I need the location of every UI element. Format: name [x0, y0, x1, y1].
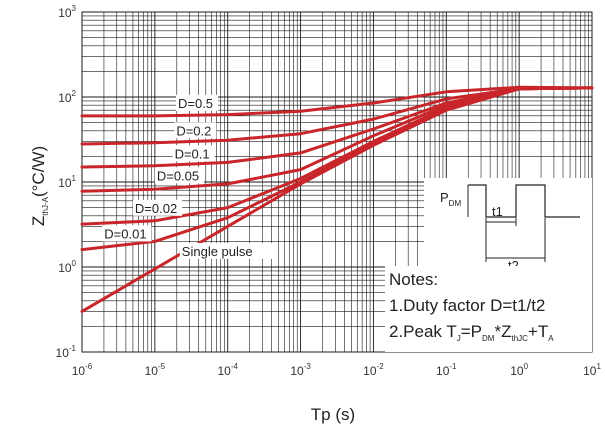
- pulse-waveform: [468, 184, 580, 218]
- y-axis-title: ZthJ-A(°C/W): [29, 146, 50, 226]
- series-label-bg-d-0-02: [132, 199, 183, 216]
- series-label-d-0-02: D=0.02: [135, 201, 177, 216]
- y-tick-label: 100: [58, 259, 76, 275]
- y-tick-label: 103: [58, 4, 76, 20]
- notes-title: Notes:: [389, 270, 438, 289]
- x-tick-label: 10-6: [72, 362, 93, 378]
- x-tick-label: 10-2: [363, 362, 384, 378]
- notes-background: [385, 266, 592, 352]
- series-labels: D=0.5 D=0.2 D=0.1 D=0.05 D=0.02 D=0.01 Single …: [102, 94, 273, 259]
- x-axis-title: Tp (s): [311, 405, 355, 424]
- y-tick-label: 102: [58, 89, 76, 105]
- t2-label: t2: [508, 258, 519, 273]
- series-line-d-0-5: [80, 85, 594, 118]
- series-label-d-0-01: D=0.01: [104, 226, 146, 241]
- series-label-bg-d-0-05: [154, 167, 205, 184]
- notes-line-1: 1.Duty factor D=t1/t2: [389, 296, 545, 315]
- t1-label: t1: [492, 204, 503, 219]
- series-label-bg-d-0-2: [174, 122, 217, 139]
- notes-line-2: 2.Peak TJ=PDM*ZthJC+TA: [389, 322, 554, 343]
- tick-labels: 10-6 10-5 10-4 10-3 10-2 10-1 100 101 10-1 100 101…: [56, 4, 602, 378]
- curves: [80, 85, 594, 313]
- series-label-bg-d-0-1: [172, 145, 215, 162]
- x-tick-label: 10-3: [290, 362, 311, 378]
- notes-box: Notes: 1.Duty factor D=t1/t2 2.Peak TJ=P…: [385, 266, 592, 352]
- series-label-bg-d-0-5: [175, 94, 218, 111]
- series-line-single-pulse: [80, 86, 594, 313]
- series-label-d-0-5: D=0.5: [178, 96, 213, 111]
- x-tick-label: 101: [583, 362, 601, 378]
- series-label-d-0-05: D=0.05: [157, 168, 199, 183]
- series-label-bg-d-0-01: [102, 225, 152, 242]
- y-tick-label: 101: [58, 174, 76, 190]
- series-label-d-0-1: D=0.1: [175, 146, 210, 161]
- x-tick-label: 10-5: [145, 362, 166, 378]
- series-label-d-0-2: D=0.2: [176, 123, 211, 138]
- x-tick-label: 100: [510, 362, 528, 378]
- x-tick-label: 10-4: [217, 362, 238, 378]
- pdm-label: PDM: [440, 190, 461, 208]
- inset-background: [424, 178, 592, 270]
- y-tick-label: 10-1: [56, 344, 77, 360]
- x-tick-label: 10-1: [436, 362, 457, 378]
- series-label-single-pulse: Single pulse: [182, 244, 253, 259]
- pulse-inset: PDM t1 t2: [424, 178, 592, 273]
- series-label-bg-single-pulse: [179, 242, 273, 259]
